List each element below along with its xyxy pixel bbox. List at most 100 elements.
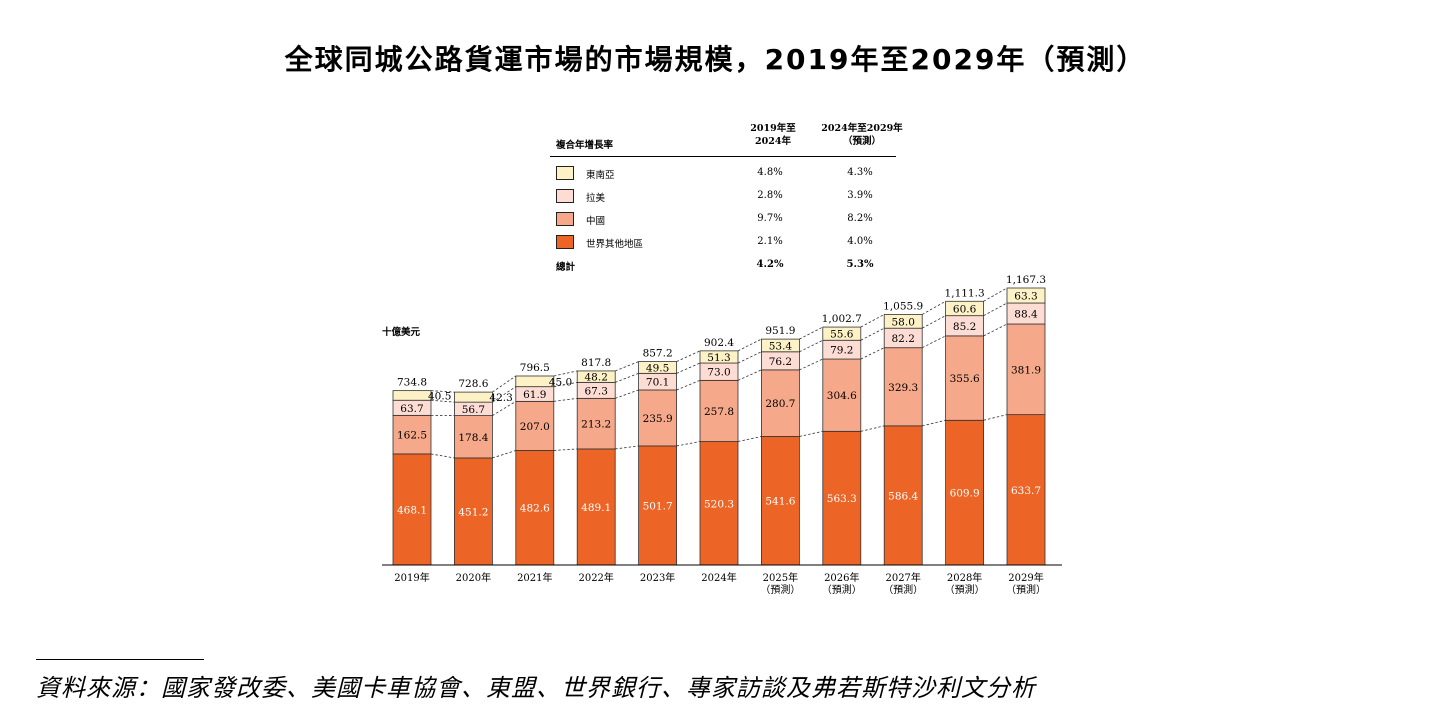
connector-line bbox=[615, 445, 639, 450]
legend-total-cagr2: 5.3% bbox=[846, 259, 874, 270]
bar-segment bbox=[699, 379, 739, 442]
x-tick-label: 2025年 bbox=[763, 571, 798, 584]
data-label: 63.3 bbox=[1014, 291, 1037, 303]
bar-segment bbox=[883, 347, 923, 427]
data-label: 520.3 bbox=[704, 498, 734, 510]
bar-segment bbox=[392, 390, 432, 401]
data-label: 489.1 bbox=[581, 502, 611, 514]
bar-segment bbox=[453, 457, 493, 566]
data-label: 207.0 bbox=[520, 421, 550, 433]
bar-segment bbox=[761, 369, 800, 437]
data-label: 563.3 bbox=[827, 493, 857, 505]
legend-row-total: 總計 4.2% 5.3% bbox=[550, 253, 896, 276]
data-label: 381.9 bbox=[1011, 364, 1041, 376]
data-label: 609.9 bbox=[950, 488, 980, 500]
data-label: 85.2 bbox=[953, 321, 976, 333]
data-label: 280.7 bbox=[765, 398, 795, 410]
bar-segment bbox=[576, 370, 616, 383]
total-label: 1,111.3 bbox=[945, 287, 985, 299]
connector-line bbox=[922, 335, 946, 349]
legend-col1-line1: 2019年至 bbox=[750, 123, 796, 134]
legend-cagr1: 9.7% bbox=[757, 213, 783, 224]
total-label: 951.9 bbox=[765, 325, 795, 337]
connector-line bbox=[430, 390, 455, 393]
legend-col1-line2: 2024年 bbox=[755, 136, 791, 147]
connector-line bbox=[983, 287, 1008, 302]
total-label: 1,167.3 bbox=[1006, 274, 1046, 286]
bar-segment bbox=[638, 361, 677, 374]
bar-segment bbox=[576, 448, 616, 566]
connector-line bbox=[615, 389, 639, 399]
legend-cagr2: 4.0% bbox=[847, 236, 873, 247]
bar-segment bbox=[638, 445, 677, 566]
connector-line bbox=[860, 314, 885, 328]
data-label: 633.7 bbox=[1011, 485, 1041, 497]
total-label: 728.6 bbox=[458, 378, 488, 390]
connector-line bbox=[860, 327, 885, 341]
data-label: 162.5 bbox=[397, 430, 427, 442]
data-label: 501.7 bbox=[643, 500, 673, 512]
connector-line bbox=[737, 369, 762, 381]
connector-line bbox=[799, 358, 823, 371]
connector-line bbox=[983, 302, 1008, 317]
legend-cagr2: 4.3% bbox=[847, 167, 873, 178]
connector-line bbox=[922, 300, 946, 315]
total-label: 1,002.7 bbox=[822, 313, 862, 325]
connector-line bbox=[799, 326, 823, 340]
bar-segment bbox=[453, 391, 493, 403]
legend-col2-header: 2024年至2029年 （預測） bbox=[814, 122, 910, 148]
connector-line bbox=[553, 370, 578, 377]
legend-cagr1: 4.8% bbox=[757, 167, 783, 178]
bar-segment bbox=[515, 450, 555, 566]
connector-line bbox=[799, 430, 823, 437]
legend-swatch bbox=[556, 166, 574, 180]
x-tick-label: （預測） bbox=[883, 583, 923, 596]
data-label: 70.1 bbox=[646, 377, 669, 389]
x-tick-label: （預測） bbox=[760, 583, 800, 596]
total-label: 1,055.9 bbox=[883, 300, 923, 312]
bar-segment bbox=[1006, 323, 1046, 416]
data-label: 213.2 bbox=[581, 419, 611, 431]
data-label: 45.0 bbox=[549, 376, 572, 388]
connector-line bbox=[492, 450, 516, 459]
legend-row-china: 中國 9.7% 8.2% bbox=[550, 207, 896, 230]
data-label: 88.4 bbox=[1014, 309, 1038, 321]
data-label: 79.2 bbox=[830, 345, 853, 357]
connector-line bbox=[553, 381, 578, 388]
legend-col2-line1: 2024年至2029年 bbox=[821, 123, 903, 134]
bar-segment bbox=[699, 441, 739, 566]
data-label: 468.1 bbox=[397, 504, 427, 516]
bar-segment bbox=[761, 436, 800, 566]
legend-swatch bbox=[556, 212, 574, 226]
data-label: 257.8 bbox=[704, 406, 734, 418]
connector-line bbox=[430, 453, 455, 459]
bar-segment bbox=[883, 314, 923, 329]
legend-row-latin-america: 拉美 2.8% 3.9% bbox=[550, 184, 896, 207]
data-label: 60.6 bbox=[953, 303, 977, 315]
legend-swatch bbox=[556, 189, 574, 203]
connector-line bbox=[615, 361, 639, 372]
connector-line bbox=[676, 441, 701, 447]
legend-table: 複合年增長率 2019年至 2024年 2024年至2029年 （預測） 東南亞… bbox=[550, 118, 903, 276]
data-label: 304.6 bbox=[827, 390, 857, 402]
connector-line bbox=[676, 362, 701, 374]
connector-line bbox=[922, 419, 946, 427]
x-tick-label: 2024年 bbox=[701, 571, 736, 584]
legend-swatch bbox=[556, 235, 574, 249]
data-label: 51.3 bbox=[707, 352, 730, 364]
connector-line bbox=[860, 425, 885, 432]
connector-line bbox=[737, 436, 762, 442]
x-tick-label: 2019年 bbox=[394, 571, 429, 584]
data-label: 235.9 bbox=[643, 413, 673, 425]
bar-segment bbox=[515, 375, 555, 388]
bar-segment bbox=[453, 415, 493, 459]
bar-segment bbox=[699, 350, 739, 364]
data-label: 178.4 bbox=[458, 432, 488, 444]
x-tick-label: 2026年 bbox=[824, 571, 859, 584]
data-label: 82.2 bbox=[892, 333, 915, 345]
legend-total-cagr1: 4.2% bbox=[756, 259, 784, 270]
connector-line bbox=[799, 339, 823, 353]
x-tick-label: （預測） bbox=[1006, 583, 1046, 596]
data-label: 49.5 bbox=[646, 362, 669, 374]
data-label: 40.5 bbox=[428, 390, 451, 402]
